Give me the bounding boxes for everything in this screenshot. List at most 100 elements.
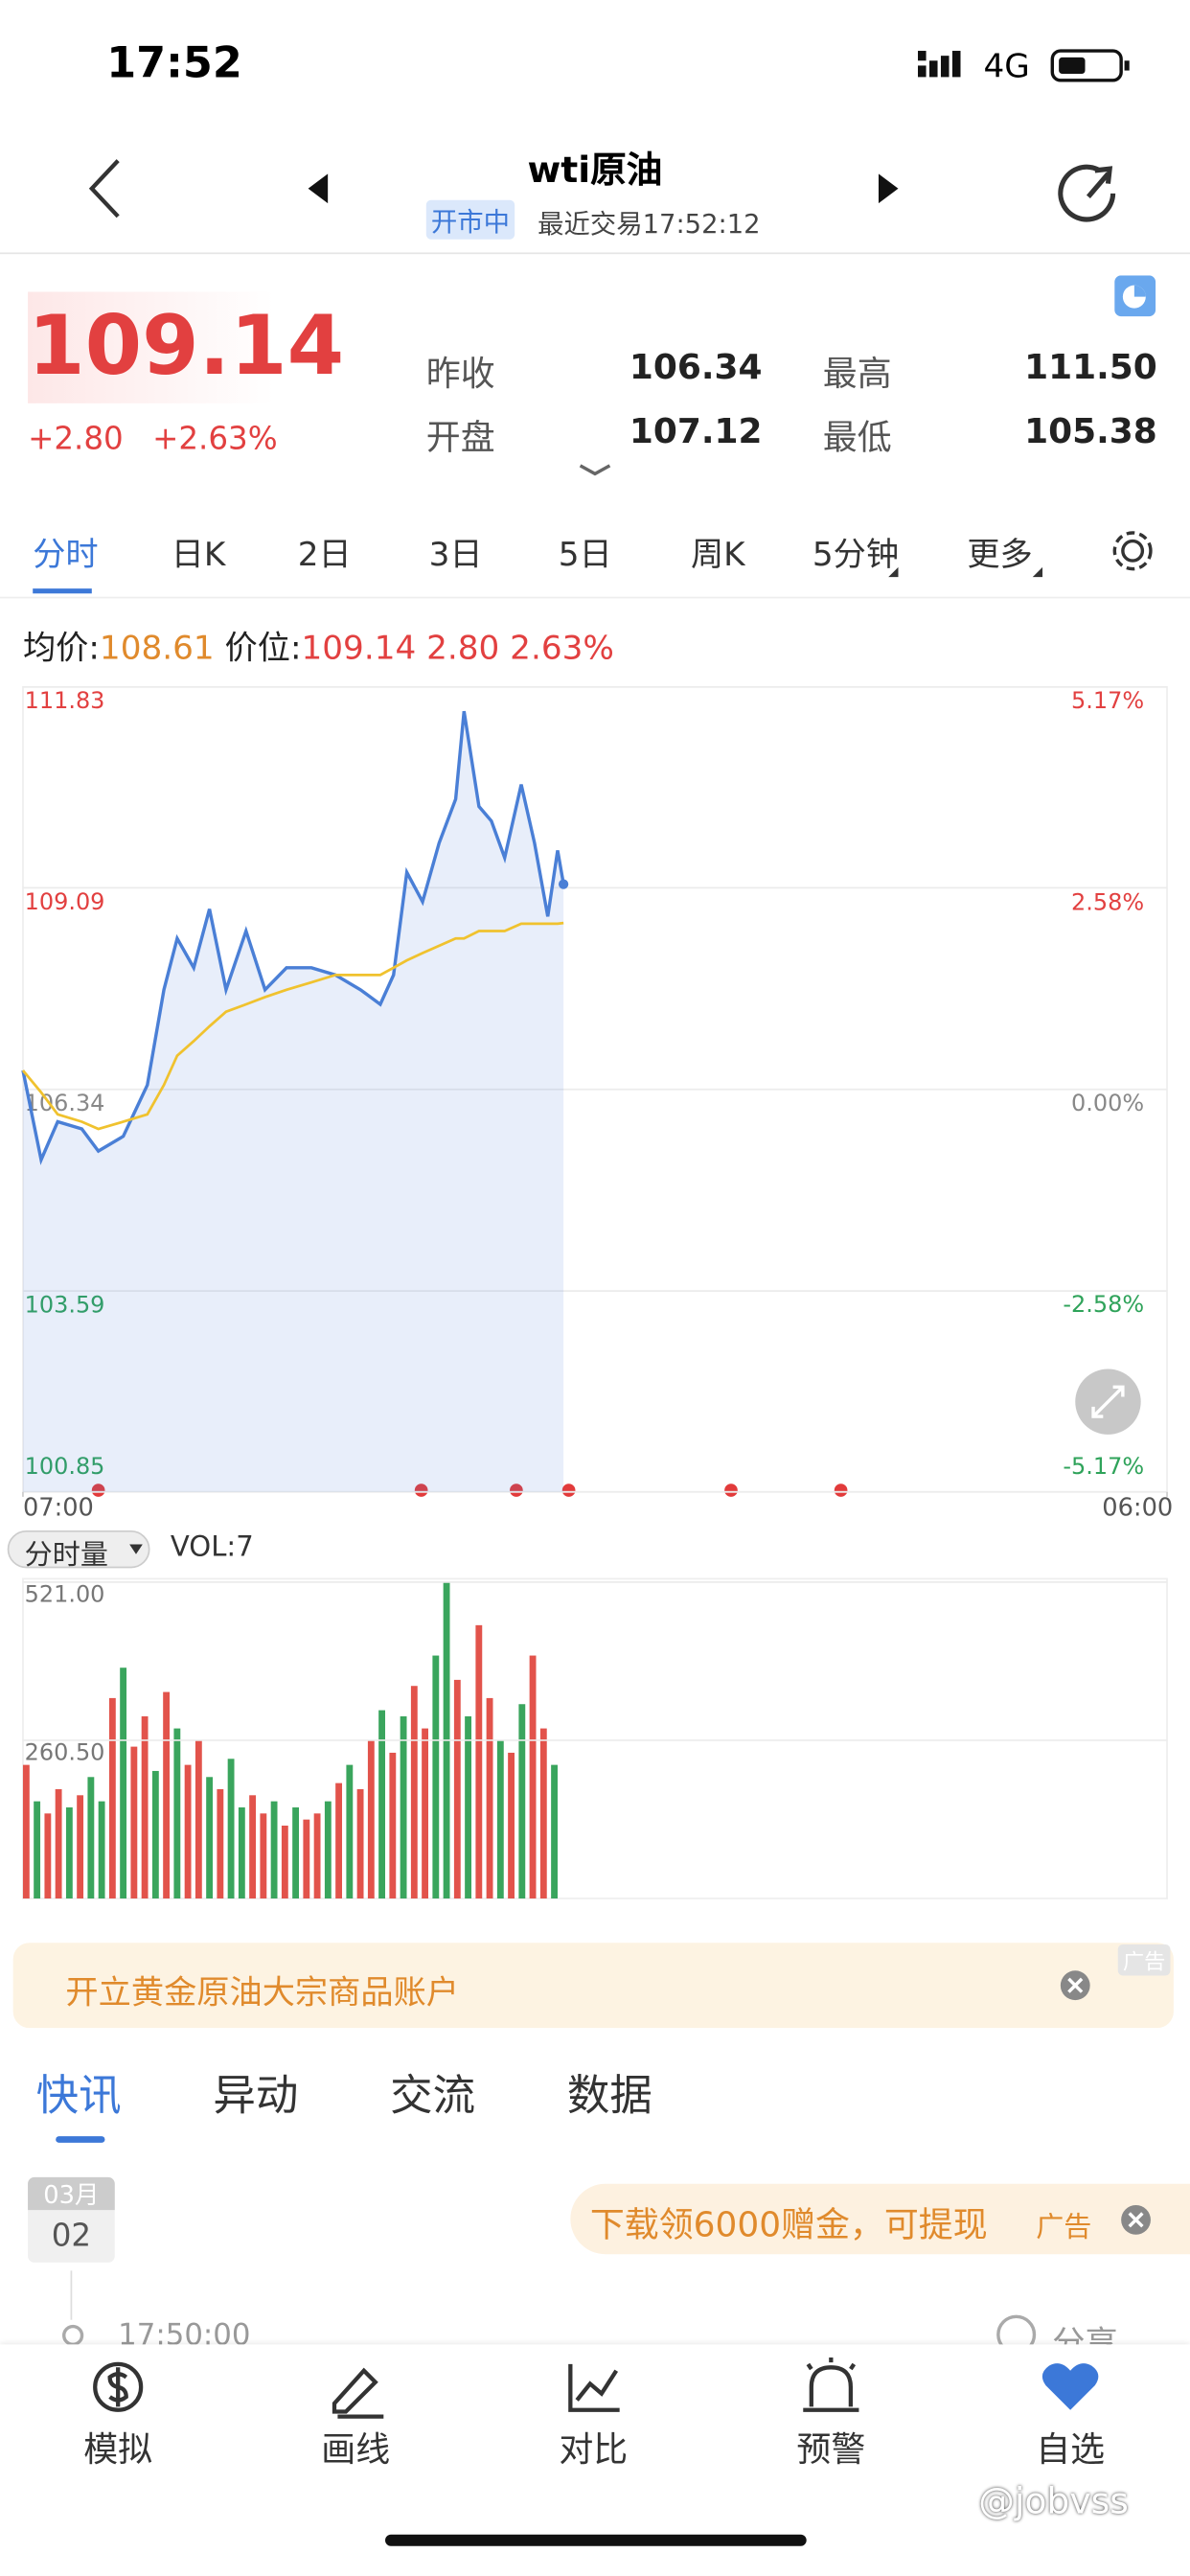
volume-bar (195, 1740, 202, 1899)
dropdown-arrow (888, 566, 899, 578)
volume-bar (432, 1655, 440, 1899)
nav-icons (93, 2358, 1099, 2419)
period-tab[interactable]: 更多 (967, 534, 1033, 574)
promo-pill[interactable] (570, 2183, 1190, 2255)
volume-bar (44, 1813, 52, 1899)
dropdown-arrow (1032, 566, 1043, 578)
tab-underline (33, 588, 92, 594)
x-tick-label: 07:00 (23, 1493, 94, 1522)
nav-icon (1041, 2363, 1099, 2410)
volume-bar (313, 1813, 321, 1899)
vol-title: 分时量 (24, 1539, 108, 1573)
pie-button[interactable] (1114, 275, 1156, 317)
y-tick-label: 260.50 (25, 1739, 105, 1766)
promo-tag: 广告 (1036, 2211, 1092, 2245)
ad-tag: 广告 (1117, 1944, 1171, 1976)
nav-icon (332, 2367, 384, 2419)
volume-bar (163, 1691, 171, 1899)
period-tab[interactable]: 5日 (558, 534, 612, 574)
price-bg (28, 291, 274, 403)
refresh-button[interactable] (1058, 164, 1116, 222)
divider (0, 596, 1190, 599)
ad-close[interactable] (1059, 1969, 1091, 2002)
volume-bar (227, 1759, 235, 1899)
y2-tick-label: 0.00% (1071, 1090, 1144, 1116)
volume-bar (356, 1788, 364, 1899)
nav-label[interactable]: 预警 (796, 2429, 866, 2470)
nav-label[interactable]: 模拟 (83, 2429, 153, 2470)
nav-label[interactable]: 自选 (1036, 2429, 1106, 2470)
expand-chevron[interactable] (579, 464, 611, 476)
nav-icon (107, 2367, 128, 2407)
volume-bar (238, 1806, 245, 1899)
volume-bar (324, 1801, 332, 1899)
period-tab[interactable]: 2日 (297, 534, 352, 574)
home-indicator (385, 2534, 807, 2546)
fullscreen-button[interactable] (1075, 1368, 1141, 1435)
period-tab[interactable]: 分时 (33, 534, 99, 574)
timeline-dot (62, 2324, 84, 2347)
title: wti原油 (527, 150, 663, 193)
stat-value: 106.34 (629, 347, 763, 387)
change-value: 2.80 (426, 628, 500, 668)
back-button[interactable] (88, 159, 120, 218)
volume-bar (87, 1777, 95, 1899)
volume-bar (270, 1801, 278, 1899)
volume-bar (400, 1715, 407, 1899)
y-tick-label: 521.00 (25, 1581, 105, 1608)
volume-bar (184, 1764, 192, 1899)
nav-label[interactable]: 画线 (321, 2429, 391, 2470)
volume-bar (120, 1668, 127, 1899)
next-button[interactable] (878, 173, 899, 204)
stat-label: 最低 (822, 418, 892, 458)
y-tick-label: 100.85 (25, 1453, 105, 1480)
prev-button[interactable] (308, 173, 329, 204)
stat-label: 昨收 (425, 354, 495, 394)
volume-bar (518, 1704, 526, 1899)
news-tab[interactable]: 快讯 (35, 2072, 122, 2122)
volume-bar (141, 1715, 149, 1899)
event-dots (91, 1484, 848, 1497)
volume-bar (378, 1710, 386, 1899)
volume-bar (77, 1795, 84, 1899)
volume-bar (151, 1770, 159, 1899)
y-tick-label: 109.09 (25, 888, 105, 915)
stat-label: 最高 (822, 354, 892, 394)
dropdown-arrow (129, 1544, 143, 1554)
avg-label: 均价: (22, 628, 100, 668)
y-tick-label: 103.59 (25, 1292, 105, 1319)
volume-bar (292, 1806, 300, 1899)
volume-bar (108, 1697, 116, 1899)
volume-bar (130, 1746, 138, 1899)
divider (0, 252, 1190, 255)
news-tab[interactable]: 数据 (566, 2072, 652, 2122)
volume-bar (217, 1788, 224, 1899)
vol-dropdown[interactable] (7, 1530, 150, 1569)
change-pct: +2.63% (152, 421, 278, 458)
volume-bar (486, 1697, 493, 1899)
timeline (70, 2270, 73, 2320)
news-tab[interactable]: 异动 (213, 2072, 299, 2122)
news-tab[interactable]: 交流 (390, 2072, 476, 2122)
promo-close[interactable] (1119, 2203, 1152, 2236)
y2-tick-label: 2.58% (1071, 889, 1144, 916)
watermark: @jobvss (978, 2482, 1129, 2523)
period-tab[interactable]: 周K (690, 534, 745, 574)
volume-bar (335, 1782, 343, 1899)
period-tab[interactable]: 5分钟 (812, 534, 900, 574)
ad-banner[interactable] (12, 1943, 1174, 2029)
settings-button[interactable] (1108, 526, 1156, 575)
date-month-bg (28, 2176, 115, 2211)
nav-label[interactable]: 对比 (559, 2429, 629, 2470)
date-month: 03月 (43, 2180, 100, 2211)
volume-bar (34, 1801, 41, 1899)
vol-label: VOL:7 (170, 1530, 254, 1565)
period-tab[interactable]: 3日 (428, 534, 483, 574)
volume-bar (173, 1728, 181, 1899)
stat-value: 105.38 (1024, 411, 1157, 451)
avg-value: 108.61 (99, 628, 215, 668)
last-point (558, 879, 569, 889)
period-tab[interactable]: 日K (171, 534, 226, 574)
quote-icons (579, 275, 1156, 476)
